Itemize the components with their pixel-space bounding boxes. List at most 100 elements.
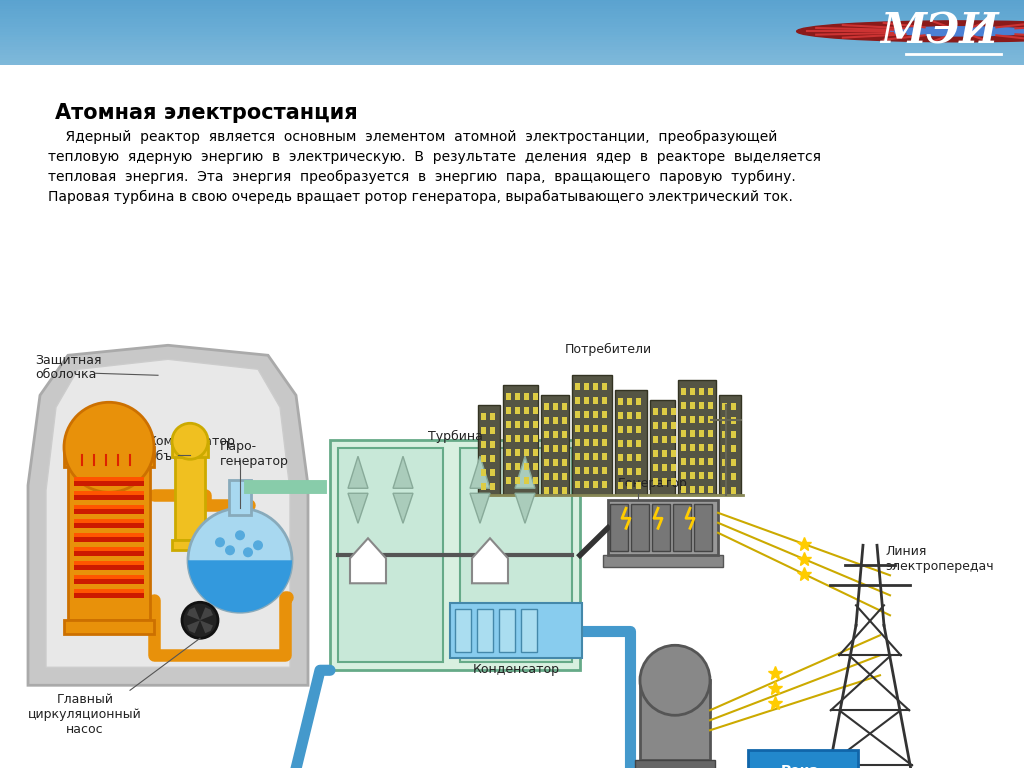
Bar — [477, 609, 493, 652]
Bar — [544, 459, 549, 466]
Bar — [681, 458, 686, 465]
Bar — [690, 416, 695, 423]
Bar — [602, 412, 607, 419]
Bar — [74, 477, 144, 482]
Bar — [553, 417, 558, 424]
Text: Защитная
оболочка: Защитная оболочка — [35, 353, 101, 381]
Bar — [524, 435, 529, 442]
Bar — [490, 413, 495, 420]
Text: тепловая  энергия.  Эта  энергия  преобразуется  в  энергию  пара,  вращающего  : тепловая энергия. Эта энергия преобразуе… — [48, 170, 796, 184]
Bar — [506, 422, 511, 429]
Bar — [593, 467, 598, 475]
Bar — [74, 505, 144, 515]
Bar — [575, 383, 580, 390]
Polygon shape — [470, 456, 490, 488]
Bar — [481, 469, 486, 476]
Bar — [490, 442, 495, 449]
Bar — [748, 750, 858, 768]
Polygon shape — [393, 493, 413, 523]
Bar — [690, 472, 695, 479]
Bar — [74, 492, 144, 495]
Bar — [562, 459, 567, 466]
Bar — [575, 412, 580, 419]
Bar — [521, 609, 537, 652]
Text: МЭИ: МЭИ — [880, 10, 998, 52]
Bar — [74, 548, 144, 551]
Bar — [690, 389, 695, 396]
Bar — [593, 482, 598, 488]
Bar — [553, 445, 558, 452]
Polygon shape — [46, 359, 290, 667]
Bar — [593, 383, 598, 390]
Bar — [662, 450, 667, 457]
Bar — [63, 447, 154, 467]
Bar — [455, 609, 471, 652]
Bar — [618, 426, 623, 433]
Bar — [544, 432, 549, 439]
Bar — [602, 425, 607, 432]
Bar — [478, 406, 500, 495]
Polygon shape — [393, 456, 413, 488]
Bar — [618, 440, 623, 447]
Bar — [584, 439, 589, 446]
Bar — [681, 402, 686, 409]
Bar — [635, 760, 715, 768]
Bar — [618, 399, 623, 406]
Bar — [593, 397, 598, 404]
Polygon shape — [472, 538, 508, 583]
Bar — [506, 393, 511, 400]
Polygon shape — [188, 561, 292, 612]
Bar — [636, 412, 641, 419]
Bar — [731, 445, 736, 452]
Bar — [229, 480, 251, 515]
Text: Линия
электропередач: Линия электропередач — [885, 545, 993, 573]
Bar — [671, 465, 676, 472]
Bar — [636, 399, 641, 406]
Bar — [74, 589, 144, 598]
Bar — [602, 467, 607, 475]
Bar — [671, 422, 676, 429]
Bar — [460, 449, 572, 662]
Bar — [662, 422, 667, 429]
Bar — [74, 561, 144, 565]
Bar — [575, 482, 580, 488]
Bar — [74, 519, 144, 528]
Text: Паро-
генератор: Паро- генератор — [220, 440, 289, 468]
Bar — [699, 444, 705, 452]
Bar — [681, 486, 686, 493]
Text: Турбина: Турбина — [428, 430, 482, 443]
Bar — [708, 430, 713, 437]
Bar — [671, 450, 676, 457]
Bar — [534, 407, 538, 414]
Bar — [722, 432, 727, 439]
Bar — [175, 455, 205, 540]
Bar — [681, 416, 686, 423]
Bar — [699, 430, 705, 437]
Bar — [627, 440, 632, 447]
Bar — [731, 432, 736, 439]
Bar — [602, 383, 607, 390]
Bar — [731, 403, 736, 410]
Bar — [562, 487, 567, 495]
Polygon shape — [348, 456, 368, 488]
Text: Атомная электростанция: Атомная электростанция — [55, 103, 357, 124]
Bar — [602, 397, 607, 404]
Bar — [524, 449, 529, 456]
Polygon shape — [350, 538, 386, 583]
Bar — [544, 445, 549, 452]
Bar — [627, 426, 632, 433]
Bar — [553, 432, 558, 439]
Bar — [722, 473, 727, 480]
Circle shape — [253, 540, 263, 551]
Polygon shape — [200, 607, 213, 621]
Bar — [524, 463, 529, 470]
Bar — [722, 417, 727, 424]
Bar — [562, 417, 567, 424]
Bar — [722, 487, 727, 495]
Bar — [74, 519, 144, 523]
Text: Потребители: Потребители — [564, 343, 651, 356]
Bar — [627, 412, 632, 419]
Bar — [562, 403, 567, 410]
Bar — [662, 465, 667, 472]
Bar — [541, 396, 569, 495]
